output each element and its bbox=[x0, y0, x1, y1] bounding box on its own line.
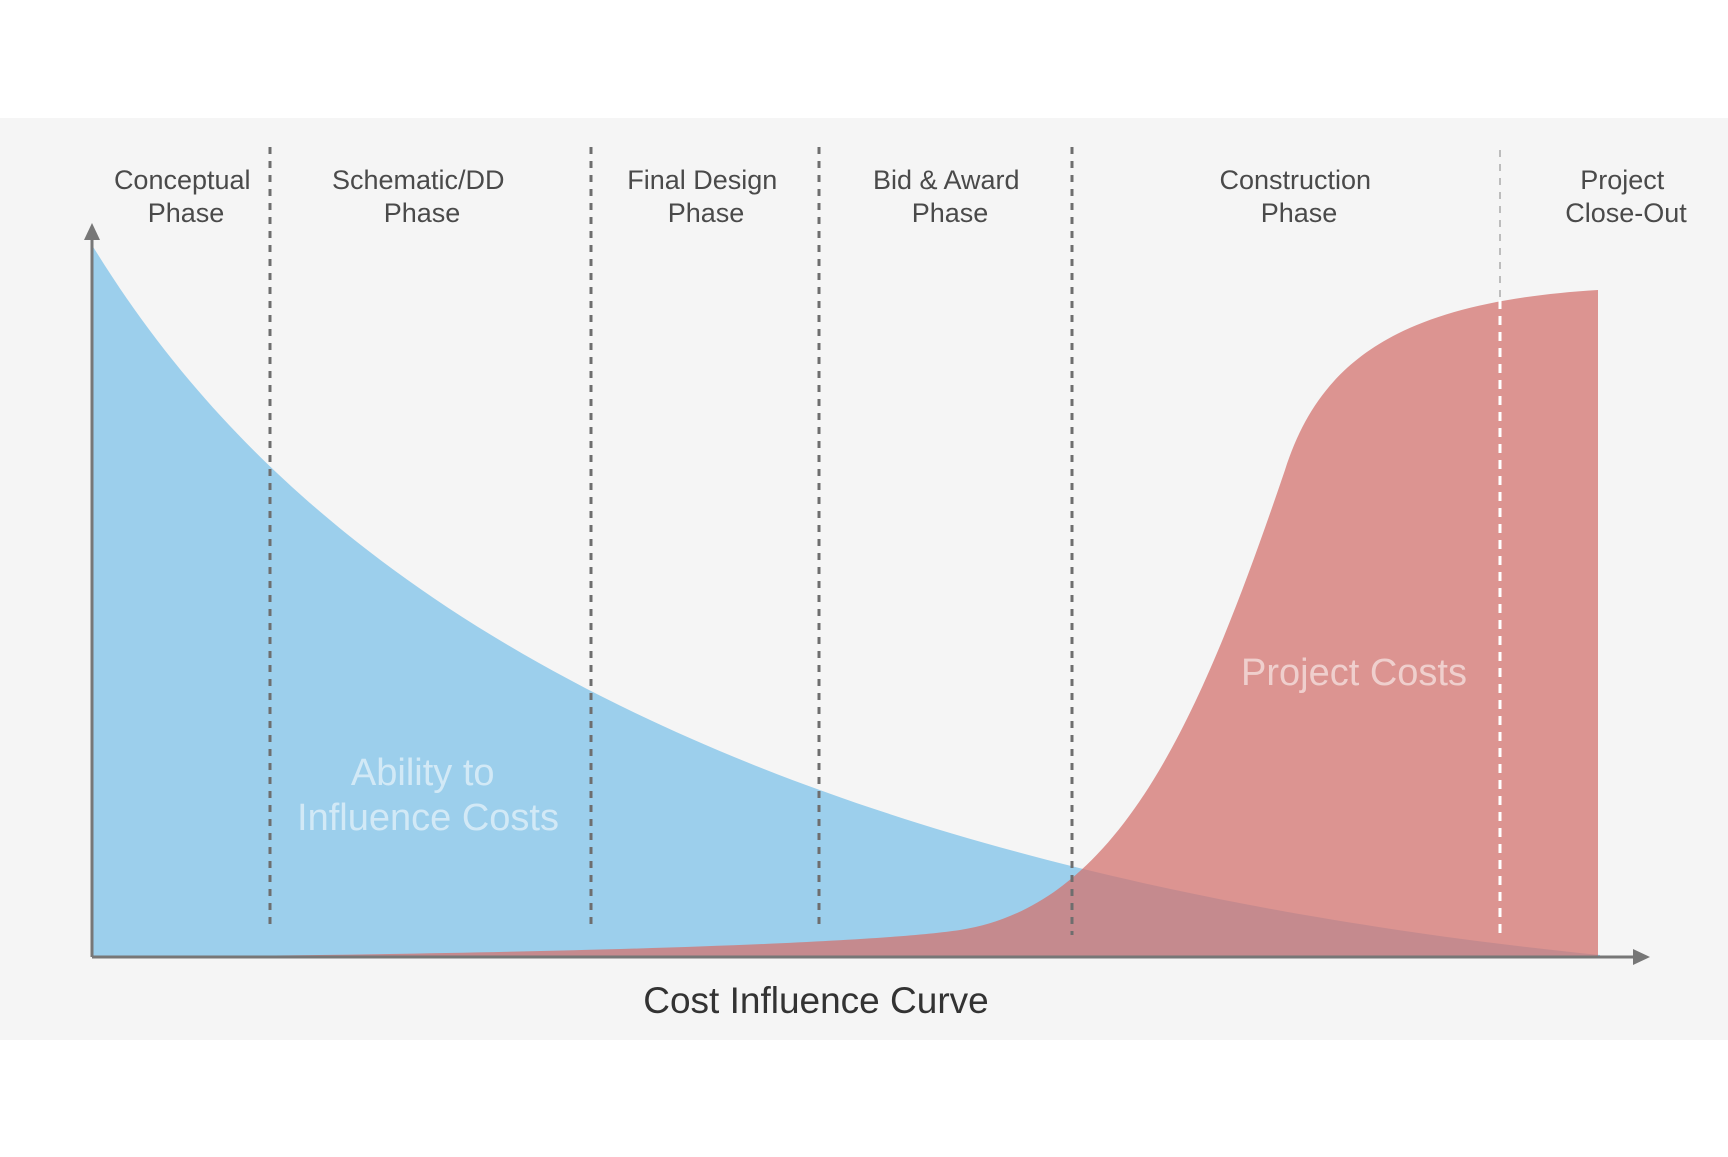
axes bbox=[84, 223, 1650, 965]
phase-label-conceptual: Conceptual Phase bbox=[114, 165, 258, 228]
diagram-caption: Cost Influence Curve bbox=[643, 980, 989, 1021]
phase-label-construction-line1: Construction bbox=[1219, 165, 1371, 195]
phase-label-schematic-line1: Schematic/DD bbox=[332, 165, 505, 195]
phase-dividers bbox=[268, 147, 1502, 935]
phase-label-bid-award: Bid & Award Phase bbox=[873, 165, 1027, 228]
influence-area bbox=[92, 245, 1600, 957]
phase-label-conceptual-line1: Conceptual bbox=[114, 165, 251, 195]
phase-label-construction-line2: Phase bbox=[1261, 198, 1338, 228]
phase-label-bid-award-line2: Phase bbox=[912, 198, 989, 228]
phase-label-closeout: Project Close-Out bbox=[1565, 165, 1687, 228]
x-axis-arrow-icon bbox=[1633, 949, 1650, 965]
influence-area-label: Ability to Influence Costs bbox=[297, 752, 559, 839]
phase-label-final-design: Final Design Phase bbox=[627, 165, 785, 228]
phase-label-final-design-line1: Final Design bbox=[627, 165, 777, 195]
y-axis-arrow-icon bbox=[84, 223, 100, 240]
project-costs-label: Project Costs bbox=[1241, 652, 1467, 694]
phase-label-final-design-line2: Phase bbox=[668, 198, 745, 228]
influence-area-label-line1: Ability to bbox=[351, 752, 495, 794]
phase-label-schematic-line2: Phase bbox=[384, 198, 461, 228]
influence-area-label-line2: Influence Costs bbox=[297, 797, 559, 839]
phase-label-schematic: Schematic/DD Phase bbox=[332, 165, 512, 228]
phase-label-closeout-line1: Project bbox=[1580, 165, 1665, 195]
phase-label-construction: Construction Phase bbox=[1219, 165, 1378, 228]
phase-labels: Conceptual Phase Schematic/DD Phase Fina… bbox=[114, 165, 1687, 228]
phase-label-closeout-line2: Close-Out bbox=[1565, 198, 1687, 228]
phase-label-conceptual-line2: Phase bbox=[148, 198, 225, 228]
phase-label-bid-award-line1: Bid & Award bbox=[873, 165, 1020, 195]
project-costs-area bbox=[92, 290, 1598, 957]
